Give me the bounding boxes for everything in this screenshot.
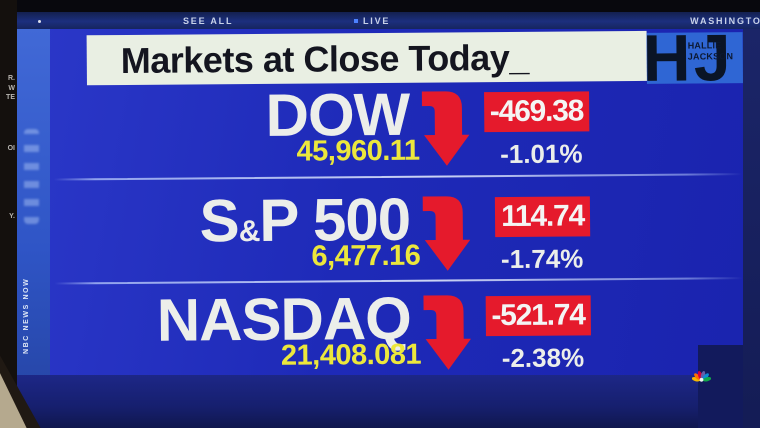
nbc-peacock-icon <box>692 370 711 382</box>
change-badge: -521.74 <box>485 295 591 337</box>
index-value: 45,960.11 <box>296 134 420 168</box>
bottom-band <box>17 375 760 428</box>
market-row-sp500: S&P 500 6,477.16 114.74 -1.74% <box>0 186 760 296</box>
down-arrow-icon <box>421 91 470 166</box>
reporter-name-line2: JACKSON <box>687 51 734 62</box>
reporter-name-line1: HALLIE <box>687 40 722 51</box>
index-value: 6,477.16 <box>311 239 421 273</box>
market-row-nasdaq: NASDAQ 21,408.081 -521.74 -2.38% <box>1 285 760 395</box>
down-arrow-icon <box>422 196 471 271</box>
see-all-label: SEE ALL <box>183 16 234 26</box>
reporter-name: HALLIE JACKSON <box>688 40 734 62</box>
specular-dot <box>38 20 41 23</box>
watermark <box>24 129 39 224</box>
right-edge-strip <box>743 29 760 428</box>
screen-panel: NBC NEWS NOW Markets at Close Today_ H J… <box>17 20 760 428</box>
background-text-fragment: Y. <box>9 213 15 220</box>
change-percent: -1.01% <box>500 138 583 170</box>
background-text-fragment: W <box>8 85 15 92</box>
live-label: LIVE <box>363 16 391 26</box>
market-row-dow: DOW 45,960.11 -469.38 -1.01% <box>0 81 760 191</box>
title-banner: Markets at Close Today_ <box>86 30 647 86</box>
live-indicator-dot <box>354 19 358 23</box>
background-text-fragment: TE <box>6 94 15 101</box>
background-text-fragment: OI <box>7 145 15 152</box>
change-percent: -2.38% <box>501 342 585 374</box>
side-strip: NBC NEWS NOW <box>17 29 50 428</box>
change-percent: -1.74% <box>500 243 584 275</box>
change-badge: 114.74 <box>494 196 591 238</box>
background-text-fragment: R. <box>8 75 15 82</box>
top-dark-strip <box>0 0 760 12</box>
logo-letter-h: H <box>642 20 689 95</box>
change-badge: -469.38 <box>483 91 590 133</box>
banner-title: Markets at Close Today_ <box>120 36 529 82</box>
down-arrow-icon <box>423 295 471 370</box>
reporter-logo: H J HALLIE JACKSON <box>642 20 743 95</box>
index-value: 21,408.081 <box>280 338 422 372</box>
background-strip: R. W TE OI Y. <box>0 0 17 428</box>
